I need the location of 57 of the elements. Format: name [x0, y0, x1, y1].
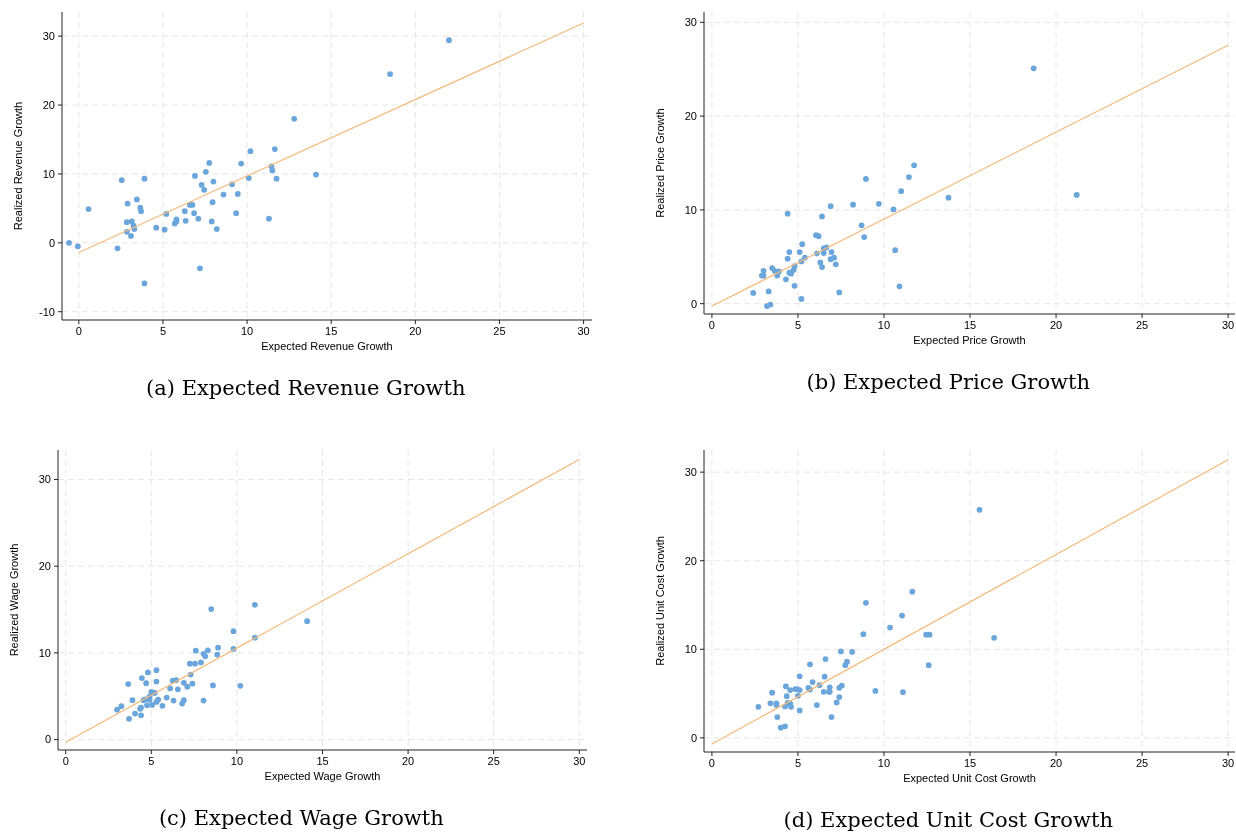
x-tick-label: 30 [577, 325, 590, 337]
x-tick-label: 10 [230, 755, 244, 767]
y-tick-label: 20 [42, 98, 55, 111]
x-tick-label: 30 [1221, 757, 1235, 769]
text: (b) Expected Price Growth [806, 370, 1090, 394]
x-tick-label: 5 [159, 325, 167, 337]
x-tick-label: 20 [409, 325, 422, 337]
x-tick-label: 15 [325, 325, 338, 337]
y-tick-label: 0 [690, 297, 697, 310]
y-tick-label: 0 [48, 236, 55, 249]
x-axis-title: Expected Revenue Growth [261, 340, 393, 352]
y-axis-title: Realized Unit Cost Growth [654, 536, 666, 666]
y-tick-label: 30 [42, 29, 55, 42]
text: (d) Expected Unit Cost Growth [783, 808, 1113, 832]
x-tick-label: 20 [1049, 319, 1063, 331]
y-axis-title: Realized Revenue Growth [12, 101, 24, 231]
y-tick-label: 30 [38, 473, 51, 486]
x-tick-label: 25 [487, 755, 500, 767]
x-tick-label: 15 [963, 319, 977, 331]
y-tick-label: 10 [42, 167, 55, 180]
x-tick-label: 0 [708, 319, 715, 331]
y-tick-label: 10 [684, 203, 697, 216]
text: (a) Expected Revenue Growth [146, 376, 466, 400]
x-tick-label: 25 [493, 325, 506, 337]
y-tick-label: 20 [684, 109, 697, 122]
x-axis-title: Expected Unit Cost Growth [903, 772, 1036, 784]
x-tick-label: 10 [240, 325, 254, 337]
x-tick-label: 25 [1135, 319, 1149, 331]
x-tick-label: 15 [316, 755, 329, 767]
y-tick-label: 30 [684, 465, 697, 478]
x-tick-label: 5 [794, 757, 802, 769]
x-tick-label: 30 [573, 755, 586, 767]
y-axis-title: Realized Price Growth [654, 108, 666, 218]
x-tick-label: 10 [877, 757, 891, 769]
y-tick-label: 20 [684, 554, 697, 567]
x-tick-label: 5 [148, 755, 155, 767]
x-tick-label: 15 [963, 757, 977, 769]
x-tick-label: 0 [75, 325, 82, 337]
x-tick-label: 25 [1135, 757, 1149, 769]
y-axis-title: Realized Wage Growth [8, 543, 20, 657]
y-tick-label: -10 [39, 305, 55, 318]
x-tick-label: 0 [62, 755, 69, 767]
y-tick-label: 10 [684, 643, 697, 656]
x-tick-label: 0 [708, 757, 715, 769]
text: (c) Expected Wage Growth [158, 806, 444, 830]
x-tick-label: 20 [401, 755, 415, 767]
y-tick-label: 20 [38, 560, 51, 573]
x-axis-title: Expected Wage Growth [264, 770, 381, 782]
x-tick-label: 30 [1221, 319, 1235, 331]
x-tick-label: 10 [877, 319, 891, 331]
x-axis-title: Expected Price Growth [913, 334, 1026, 346]
y-tick-label: 10 [38, 646, 51, 659]
x-tick-label: 20 [1049, 757, 1063, 769]
x-tick-label: 5 [794, 319, 802, 331]
y-tick-label: 0 [690, 731, 697, 744]
y-tick-label: 0 [44, 733, 51, 746]
y-tick-label: 30 [684, 16, 697, 29]
